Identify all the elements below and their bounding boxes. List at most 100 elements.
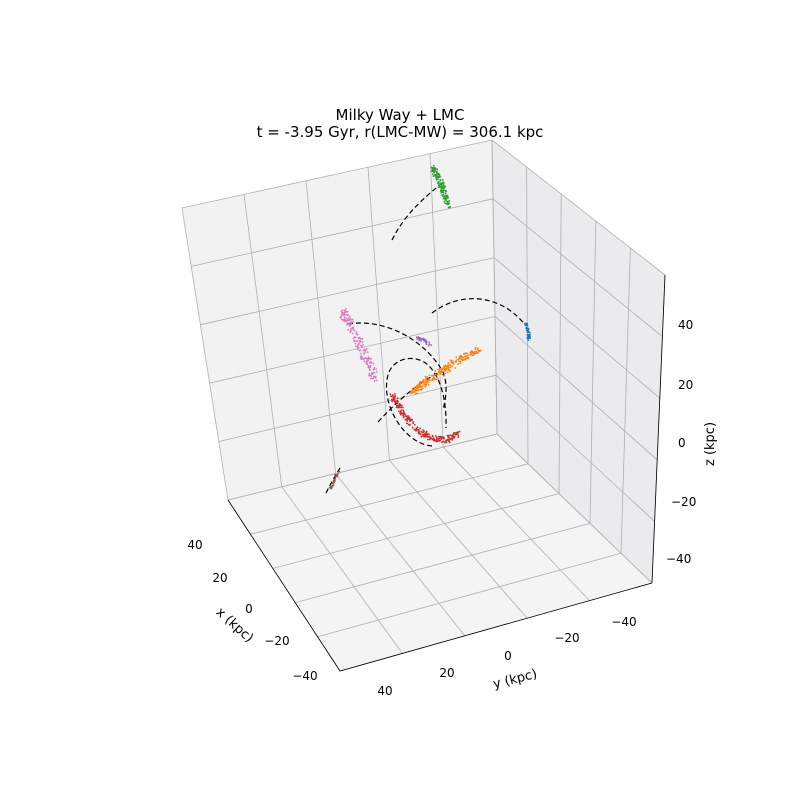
- stream-particle: [372, 372, 374, 374]
- stream-particle: [447, 368, 450, 370]
- x-tick-label: 20: [212, 571, 227, 585]
- stream-particle: [411, 426, 414, 429]
- stream-particle: [403, 412, 405, 414]
- stream-particle: [431, 378, 434, 380]
- stream-particle: [451, 438, 454, 441]
- stream-6: [328, 470, 341, 490]
- stream-particle: [430, 374, 433, 377]
- orbit-pink: [347, 322, 447, 411]
- stream-particle: [412, 421, 415, 423]
- stream-particle: [418, 429, 420, 431]
- stream-particle: [473, 350, 476, 353]
- stream-particle: [439, 435, 442, 438]
- stream-particle: [353, 329, 356, 332]
- stream-particle: [361, 356, 364, 359]
- z-tick-label: 20: [678, 378, 693, 392]
- stream-particle: [443, 365, 445, 368]
- stream-particle: [328, 486, 331, 489]
- stream-particle: [447, 369, 450, 372]
- stream-particle: [436, 436, 438, 439]
- orbit-green: [391, 183, 442, 241]
- stream-particle: [443, 374, 445, 377]
- stream-particle: [427, 383, 430, 386]
- stream-particle: [424, 382, 426, 384]
- stream-particle: [442, 436, 445, 439]
- stream-particle: [446, 197, 449, 199]
- stream-particle: [444, 372, 447, 375]
- stream-particle: [456, 432, 459, 435]
- grid-line: [495, 374, 655, 522]
- stream-particle: [437, 435, 440, 438]
- stream-particle: [470, 350, 473, 352]
- stream-particle: [365, 348, 368, 350]
- stream-particle: [400, 406, 403, 409]
- stream-particle: [419, 381, 422, 383]
- stream-particle: [445, 203, 448, 205]
- stream-particle: [447, 364, 449, 367]
- stream-particle: [415, 392, 417, 395]
- stream-particle: [406, 422, 409, 425]
- orbit-brown: [325, 467, 341, 494]
- x-tick-label: 0: [245, 602, 253, 616]
- stream-particle: [415, 389, 418, 392]
- stream-particle: [527, 339, 530, 341]
- stream-particle: [396, 406, 399, 409]
- stream-particle: [445, 194, 448, 197]
- stream-particle: [420, 433, 422, 435]
- stream-particle: [405, 415, 408, 418]
- stream-particle: [355, 345, 357, 348]
- stream-particle: [445, 441, 447, 444]
- stream-particle: [398, 403, 401, 405]
- stream-particle: [418, 337, 421, 340]
- grid-line: [429, 153, 444, 448]
- stream-particle: [474, 348, 477, 351]
- stream-particle: [423, 435, 426, 438]
- stream-particle: [426, 433, 429, 435]
- y-axis-label: y (kpc): [492, 667, 539, 692]
- stream-particle: [442, 191, 445, 194]
- stream-particle: [438, 370, 440, 373]
- stream-particle: [369, 364, 372, 367]
- z-tick-label: 40: [678, 318, 693, 332]
- stream-particle: [350, 323, 352, 326]
- stream-particle: [438, 368, 440, 371]
- stream-particle: [458, 360, 460, 363]
- stream-particle: [373, 368, 375, 370]
- stream-particle: [424, 376, 427, 378]
- stream-particle: [527, 333, 529, 336]
- stream-particle: [445, 197, 447, 200]
- stream-particle: [364, 348, 366, 351]
- stream-particle: [330, 487, 333, 490]
- stream-particle: [407, 415, 410, 417]
- stream-particle: [439, 439, 441, 442]
- stream-particle: [447, 362, 450, 364]
- stream-particle: [447, 201, 449, 203]
- stream-particle: [444, 199, 447, 202]
- stream-particle: [349, 331, 352, 333]
- stream-particle: [368, 365, 370, 368]
- stream-particle: [444, 192, 447, 195]
- stream-particle: [359, 352, 362, 355]
- stream-particle: [343, 316, 346, 319]
- stream-particle: [360, 345, 363, 348]
- stream-particle: [432, 376, 435, 379]
- stream-particle: [436, 172, 438, 175]
- stream-particle: [391, 394, 394, 396]
- stream-particle: [432, 374, 435, 377]
- stream-4: [409, 346, 482, 395]
- stream-particle: [437, 173, 440, 176]
- stream-particle: [441, 441, 443, 443]
- stream-particle: [437, 181, 440, 183]
- stream-particle: [444, 364, 447, 367]
- stream-particle: [447, 366, 450, 369]
- y-tick-label: −20: [554, 631, 579, 645]
- y-tick-label: −40: [611, 615, 636, 629]
- x-tick-label: −40: [292, 669, 317, 683]
- stream-particle: [372, 362, 375, 365]
- grid-line: [317, 552, 622, 638]
- stream-particle: [440, 368, 443, 371]
- stream-particle: [458, 430, 461, 433]
- stream-particle: [442, 181, 445, 184]
- stream-particle: [444, 185, 447, 188]
